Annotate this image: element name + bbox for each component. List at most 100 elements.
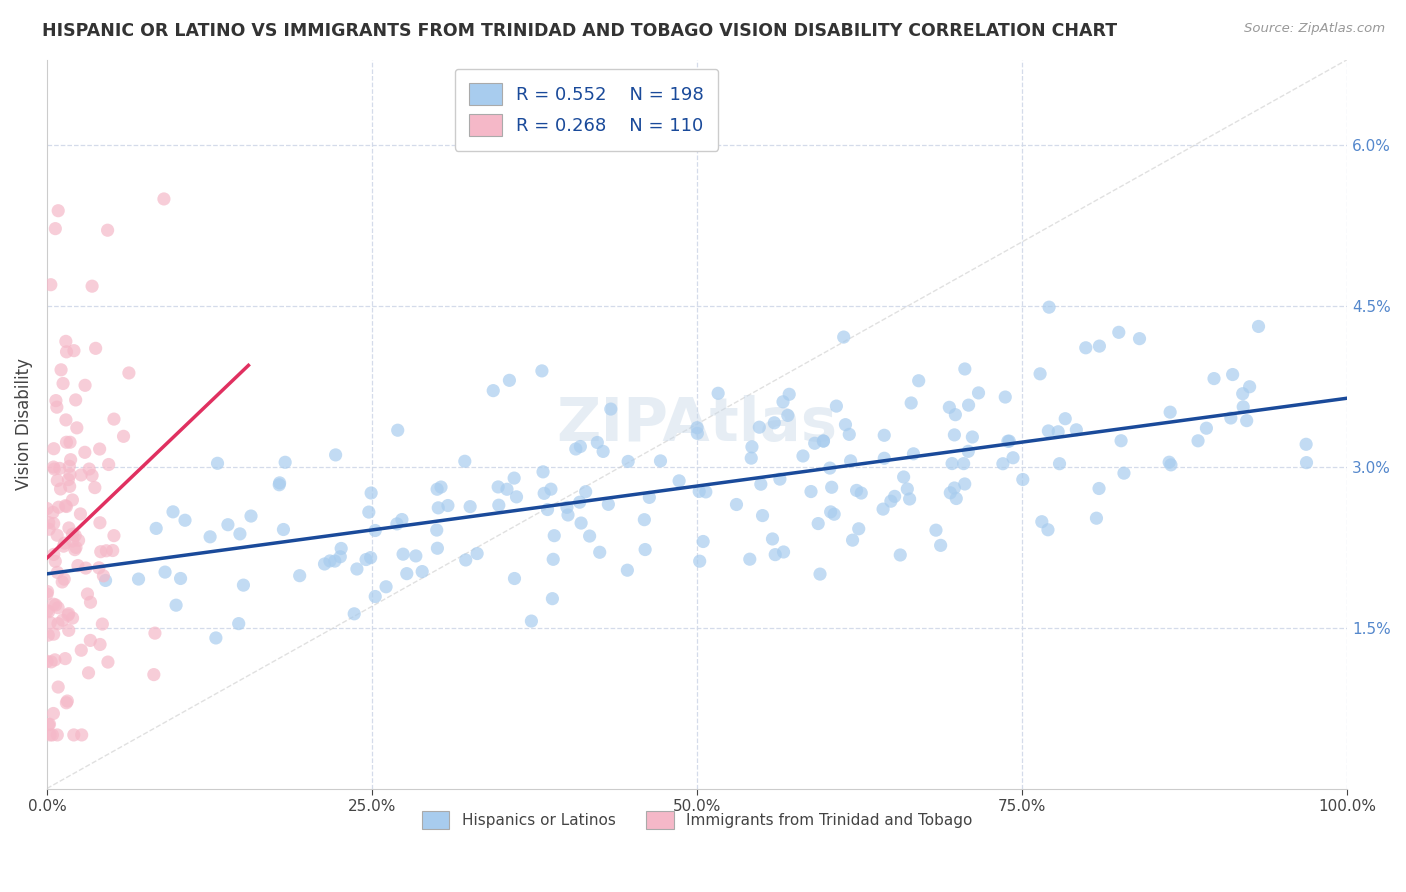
Point [945,491,967,506]
Point [634,542,657,557]
Point [749,477,772,491]
Point [1219,411,1241,425]
Point [49,482,72,496]
Point [39,728,62,742]
Point [46,474,69,488]
Point [83,481,105,495]
Point [364,590,387,604]
Point [103,412,125,426]
Point [1109,434,1132,448]
Point [55,500,77,514]
Text: ZIPAtlas: ZIPAtlas [557,394,838,453]
Point [55,499,77,513]
Point [1187,434,1209,448]
Point [907,374,929,388]
Point [586,435,609,450]
Point [240,509,263,524]
Point [454,454,477,468]
Point [217,517,239,532]
Point [42,516,65,531]
Point [838,427,860,442]
Point [91,617,114,632]
Point [848,522,870,536]
Point [943,428,966,442]
Point [153,565,176,579]
Point [89,442,111,456]
Point [962,430,984,444]
Point [998,434,1021,449]
Point [66,558,89,573]
Point [454,553,477,567]
Point [1031,515,1053,529]
Point [46,728,69,742]
Point [75,561,97,575]
Point [1088,339,1111,353]
Point [44,462,66,476]
Point [1066,423,1088,437]
Point [997,434,1019,449]
Point [738,552,761,566]
Point [79,595,101,609]
Point [638,491,661,505]
Point [354,552,377,566]
Point [53,572,76,586]
Point [80,468,103,483]
Point [411,565,433,579]
Point [763,416,786,430]
Point [1049,457,1071,471]
Point [486,480,509,494]
Point [63,343,86,358]
Point [569,440,592,454]
Point [1108,326,1130,340]
Point [841,533,863,548]
Point [343,607,366,621]
Point [598,497,620,511]
Point [58,521,80,535]
Point [143,626,166,640]
Y-axis label: Vision Disability: Vision Disability [15,358,32,490]
Point [35,654,58,668]
Point [392,547,415,561]
Point [1239,380,1261,394]
Point [405,549,427,563]
Point [1029,367,1052,381]
Point [578,529,600,543]
Point [792,449,814,463]
Point [66,421,89,435]
Point [873,451,896,466]
Point [957,398,980,412]
Point [1202,371,1225,385]
Point [832,330,855,344]
Point [557,508,579,522]
Point [70,728,93,742]
Point [530,364,553,378]
Point [531,465,554,479]
Point [46,203,69,218]
Point [426,482,449,496]
Point [59,435,82,450]
Point [800,484,823,499]
Point [103,528,125,542]
Point [748,420,770,434]
Point [692,534,714,549]
Point [59,467,82,482]
Point [65,541,87,555]
Point [555,500,578,515]
Point [62,527,84,541]
Point [128,572,150,586]
Point [1088,482,1111,496]
Point [75,378,97,392]
Point [42,442,65,456]
Point [63,528,86,542]
Point [42,460,65,475]
Point [633,513,655,527]
Point [391,512,413,526]
Point [1232,400,1254,414]
Point [52,376,75,391]
Point [543,529,565,543]
Point [112,429,135,443]
Point [575,484,598,499]
Point [229,527,252,541]
Point [58,624,80,638]
Point [53,536,76,550]
